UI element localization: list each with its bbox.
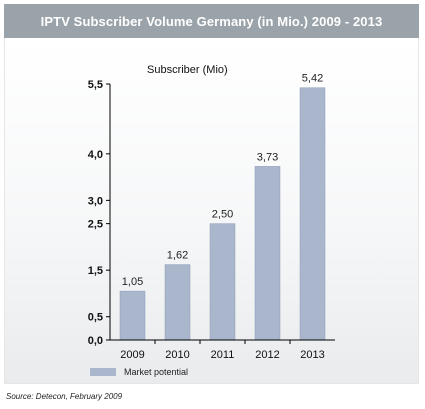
bar-2010 <box>164 264 191 341</box>
chart-title-bar: IPTV Subscriber Volume Germany (in Mio.)… <box>4 4 419 38</box>
x-tick-label-2010: 2010 <box>165 349 189 361</box>
bar-2009 <box>119 290 146 341</box>
y-tick-label-5: 4,0 <box>88 149 103 161</box>
legend-label: Market potential <box>124 367 189 377</box>
chart-title: IPTV Subscriber Volume Germany (in Mio.)… <box>40 13 383 29</box>
value-label-2009: 1,05 <box>122 276 143 288</box>
y-tick-label-6: 5,5 <box>88 79 103 91</box>
legend: Market potential <box>90 367 188 377</box>
source-note: Source: Detecon, February 2009 <box>6 392 123 401</box>
y-axis-title: Subscriber (Mio) <box>147 64 228 76</box>
legend-swatch <box>90 368 116 376</box>
bar-2013 <box>299 87 326 341</box>
y-tick-label-2: 1,5 <box>88 265 103 277</box>
y-tick-label-1: 0,5 <box>88 312 103 324</box>
x-tick-label-2009: 2009 <box>120 349 144 361</box>
y-tick-label-0: 0,0 <box>88 335 103 347</box>
x-tick-label-2011: 2011 <box>211 349 235 361</box>
x-tick-label-2013: 2013 <box>300 349 324 361</box>
value-label-2013: 5,42 <box>302 73 323 85</box>
x-tick-label-2012: 2012 <box>255 349 279 361</box>
bar-2011 <box>209 223 236 341</box>
value-label-2010: 1,62 <box>167 250 188 262</box>
y-tick-label-4: 3,0 <box>88 195 103 207</box>
value-label-2012: 3,73 <box>257 151 278 163</box>
bar-2012 <box>254 166 281 341</box>
y-tick-label-3: 2,5 <box>88 219 103 231</box>
value-label-2011: 2,50 <box>212 209 233 221</box>
